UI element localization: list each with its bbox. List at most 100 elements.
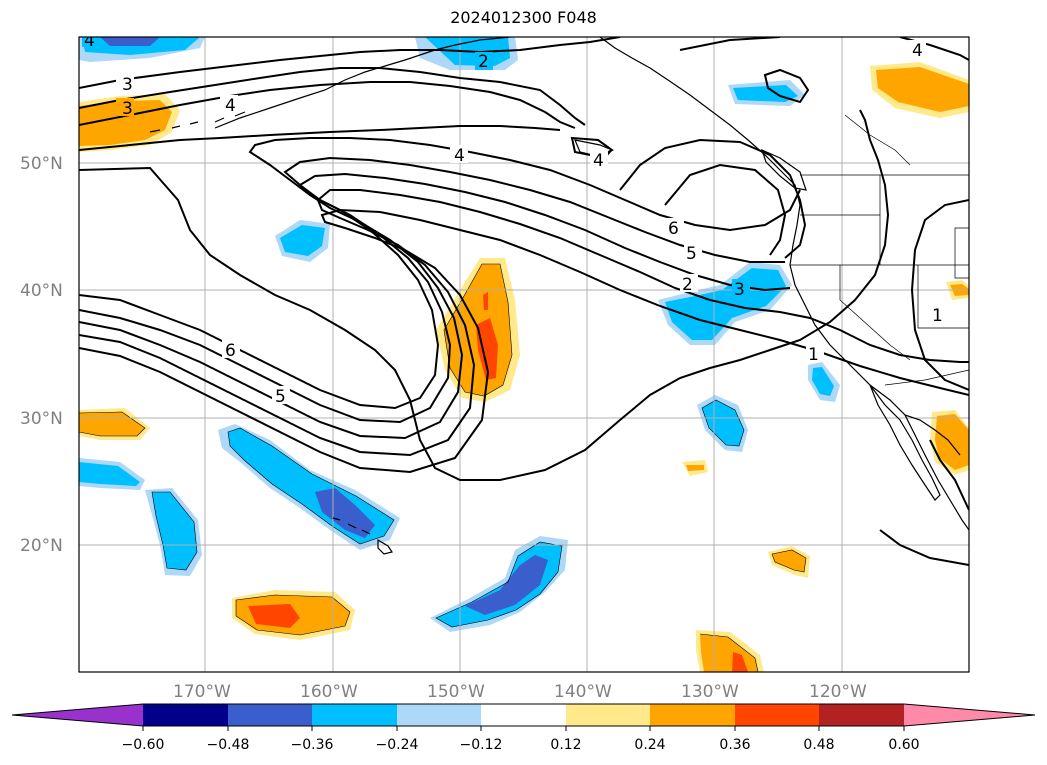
anomaly-region: [876, 67, 969, 112]
colorbar-segment: [397, 704, 481, 726]
contour-line: [79, 67, 586, 126]
lon-label: 120°W: [809, 682, 867, 702]
contour-label-bg: [732, 279, 750, 297]
contour-label-bg: [806, 344, 824, 362]
longitude-labels: 170°W 160°W 150°W 140°W 130°W 120°W: [173, 682, 867, 702]
contour-label-bg: [680, 274, 698, 292]
anomaly-region: [702, 400, 744, 446]
colorbar-tick-label: −0.36: [291, 737, 334, 753]
borders: [790, 114, 969, 386]
anomaly-outline: [701, 399, 745, 447]
colorbar-tick-label: 0.36: [719, 737, 750, 753]
colorbar-segment: [228, 704, 312, 726]
coastlines: [149, 37, 969, 555]
contour-label-bg: [450, 145, 468, 163]
anomaly-region: [935, 414, 969, 470]
contour-label: 6: [668, 219, 679, 239]
anomaly-outline: [771, 549, 807, 573]
contour-label: 3: [734, 280, 745, 300]
gulf-of-california: [904, 414, 961, 456]
anomaly-region: [152, 492, 197, 570]
anomaly-region: [315, 488, 375, 538]
contour-label: 2: [478, 52, 489, 72]
vancouver-island: [761, 148, 807, 191]
lon-label: 160°W: [300, 682, 358, 702]
lon-label: 150°W: [427, 682, 485, 702]
contour-label-bg: [666, 218, 684, 236]
colorbar-tick-label: −0.12: [460, 737, 503, 753]
state-border: [917, 265, 969, 329]
us-west-coast: [789, 204, 969, 531]
contour-line: [910, 199, 969, 391]
contour-line: [763, 68, 810, 104]
colorbar-ticks: [142, 726, 905, 731]
contour-line: [929, 439, 969, 511]
map-plot: 3 3 4 2 4 4 6 5 4 6 5 2 3 1: [79, 31, 969, 672]
colorbar-tick-label: −0.48: [207, 737, 250, 753]
contour-line: [679, 37, 781, 51]
lon-label: 170°W: [173, 682, 231, 702]
contour-label: 4: [454, 146, 465, 166]
contour-label-bg: [116, 74, 134, 92]
contour-label: 3: [122, 99, 133, 119]
contour-label-bg: [116, 98, 134, 116]
contour-line: [79, 81, 576, 129]
anomaly-region: [732, 652, 748, 672]
colorbar-tick-label: 0.12: [550, 737, 581, 753]
contour-label-bg: [930, 305, 948, 323]
anomaly-region: [100, 37, 160, 46]
contour-label: 4: [912, 41, 923, 61]
anomaly-region: [733, 85, 798, 102]
anomaly-outline: [151, 491, 198, 571]
contour-label-group: 3 3 4 2 4 4 6 5 4 6 5 2 3 1: [82, 31, 948, 407]
colorbar-segment: [143, 704, 228, 726]
anomaly-outlines: [79, 263, 807, 672]
anomaly-outline: [79, 411, 146, 437]
contour-label: 6: [225, 341, 236, 361]
canada-interior-border: [844, 114, 911, 166]
anomaly-outline: [235, 594, 351, 636]
anomaly-region: [248, 604, 300, 628]
colorbar-segment: [735, 704, 819, 726]
contour-line: [664, 163, 787, 256]
colorbar-segment: [566, 704, 650, 726]
state-border: [954, 227, 969, 279]
anomaly-outline: [435, 541, 563, 628]
anomaly-region: [465, 555, 548, 615]
contour-label-bg: [272, 386, 290, 404]
colorbar-right-extension: [904, 704, 1035, 726]
hawaii: [332, 517, 393, 555]
contour-label-bg: [590, 150, 608, 168]
contour-line: [79, 37, 621, 89]
colorbar-segment: [312, 704, 397, 726]
contour-label: 1: [932, 306, 943, 326]
contour-label: 4: [84, 31, 95, 51]
contour-line: [79, 125, 561, 151]
anomaly-region: [686, 465, 704, 471]
contour-label-bg: [908, 40, 926, 58]
baja-california: [869, 384, 941, 501]
anomaly-region: [772, 550, 806, 572]
us-mexico-border: [884, 369, 969, 386]
coastal-islands: [574, 139, 614, 159]
lat-label: 20°N: [20, 536, 63, 556]
colorbar-tick-label: −0.24: [376, 737, 419, 753]
anomaly-outline: [227, 427, 395, 545]
colorbar-left-extension: [12, 704, 143, 726]
contour-label-bg: [684, 243, 702, 261]
colorbar: −0.60 −0.48 −0.36 −0.24 −0.12 0.12 0.24 …: [11, 703, 1036, 753]
anomaly-region: [79, 462, 140, 486]
colorbar-segment: [650, 704, 735, 726]
contour-line: [79, 109, 890, 481]
contour-line: [619, 138, 807, 259]
colorbar-tick-label: 0.48: [803, 737, 834, 753]
contour-label: 4: [225, 96, 236, 116]
contour-line: [79, 208, 969, 474]
aleutian-islands: [149, 111, 246, 133]
anomaly-region: [280, 225, 325, 256]
contour-label: 5: [686, 244, 697, 264]
contour-label: 5: [275, 387, 286, 407]
colorbar-segment: [819, 704, 904, 726]
colorbar-tick-labels: −0.60 −0.48 −0.36 −0.24 −0.12 0.12 0.24 …: [122, 737, 920, 753]
